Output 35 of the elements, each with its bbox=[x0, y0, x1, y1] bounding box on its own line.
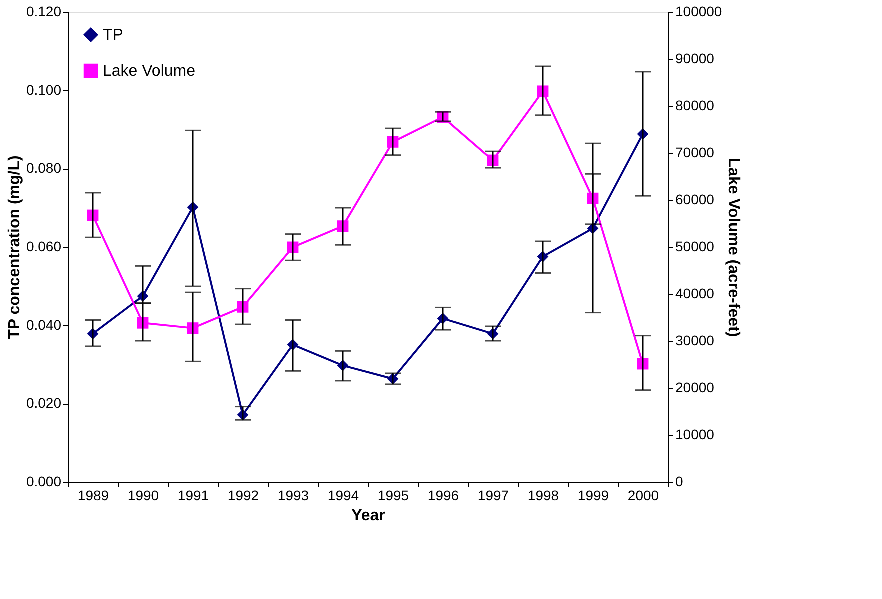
x-tick-label: 1989 bbox=[78, 488, 110, 504]
x-tick-label: 1996 bbox=[428, 488, 460, 504]
y2-tick-label: 70000 bbox=[676, 144, 715, 160]
x-tick-label: 1995 bbox=[378, 488, 410, 504]
x-axis-title: Year bbox=[352, 508, 386, 524]
y-tick-label: 0.100 bbox=[26, 82, 62, 98]
y2-tick-label: 80000 bbox=[676, 98, 715, 114]
y2-tick-label: 100000 bbox=[676, 4, 722, 20]
y2-tick-label: 0 bbox=[676, 474, 684, 490]
y2-tick-label: 60000 bbox=[676, 192, 715, 208]
x-tick-label: 1992 bbox=[228, 488, 260, 504]
x-tick-label: 1990 bbox=[128, 488, 160, 504]
y2-tick-label: 20000 bbox=[676, 380, 715, 396]
y-axis-title: TP concentration (mg/L) bbox=[6, 156, 24, 340]
y-tick-label: 0.020 bbox=[26, 395, 62, 412]
y2-tick-label: 10000 bbox=[676, 426, 715, 442]
y2-axis-title: Lake Volume (acre-feet) bbox=[725, 158, 742, 338]
y-tick-label: 0.060 bbox=[26, 238, 62, 254]
x-tick-label: 1997 bbox=[478, 488, 510, 504]
y-tick-label: 0.120 bbox=[26, 4, 62, 20]
y-tick-label: 0.040 bbox=[26, 316, 62, 333]
x-tick-label: 1991 bbox=[178, 488, 210, 504]
x-tick-label: 1999 bbox=[578, 488, 610, 504]
x-tick-label: 1998 bbox=[528, 488, 560, 504]
x-tick-label: 1993 bbox=[278, 488, 310, 504]
y-tick-label: 0.000 bbox=[26, 474, 62, 490]
legend-label: TP bbox=[103, 27, 124, 44]
y2-tick-label: 30000 bbox=[676, 332, 715, 348]
x-tick-label: 1994 bbox=[328, 488, 360, 504]
y2-tick-label: 90000 bbox=[676, 50, 715, 66]
y2-tick-label: 50000 bbox=[676, 238, 715, 254]
x-tick-label: 2000 bbox=[628, 488, 660, 504]
y2-tick-label: 40000 bbox=[676, 286, 715, 302]
legend-label: Lake Volume bbox=[103, 63, 196, 80]
y-tick-label: 0.080 bbox=[26, 160, 62, 176]
